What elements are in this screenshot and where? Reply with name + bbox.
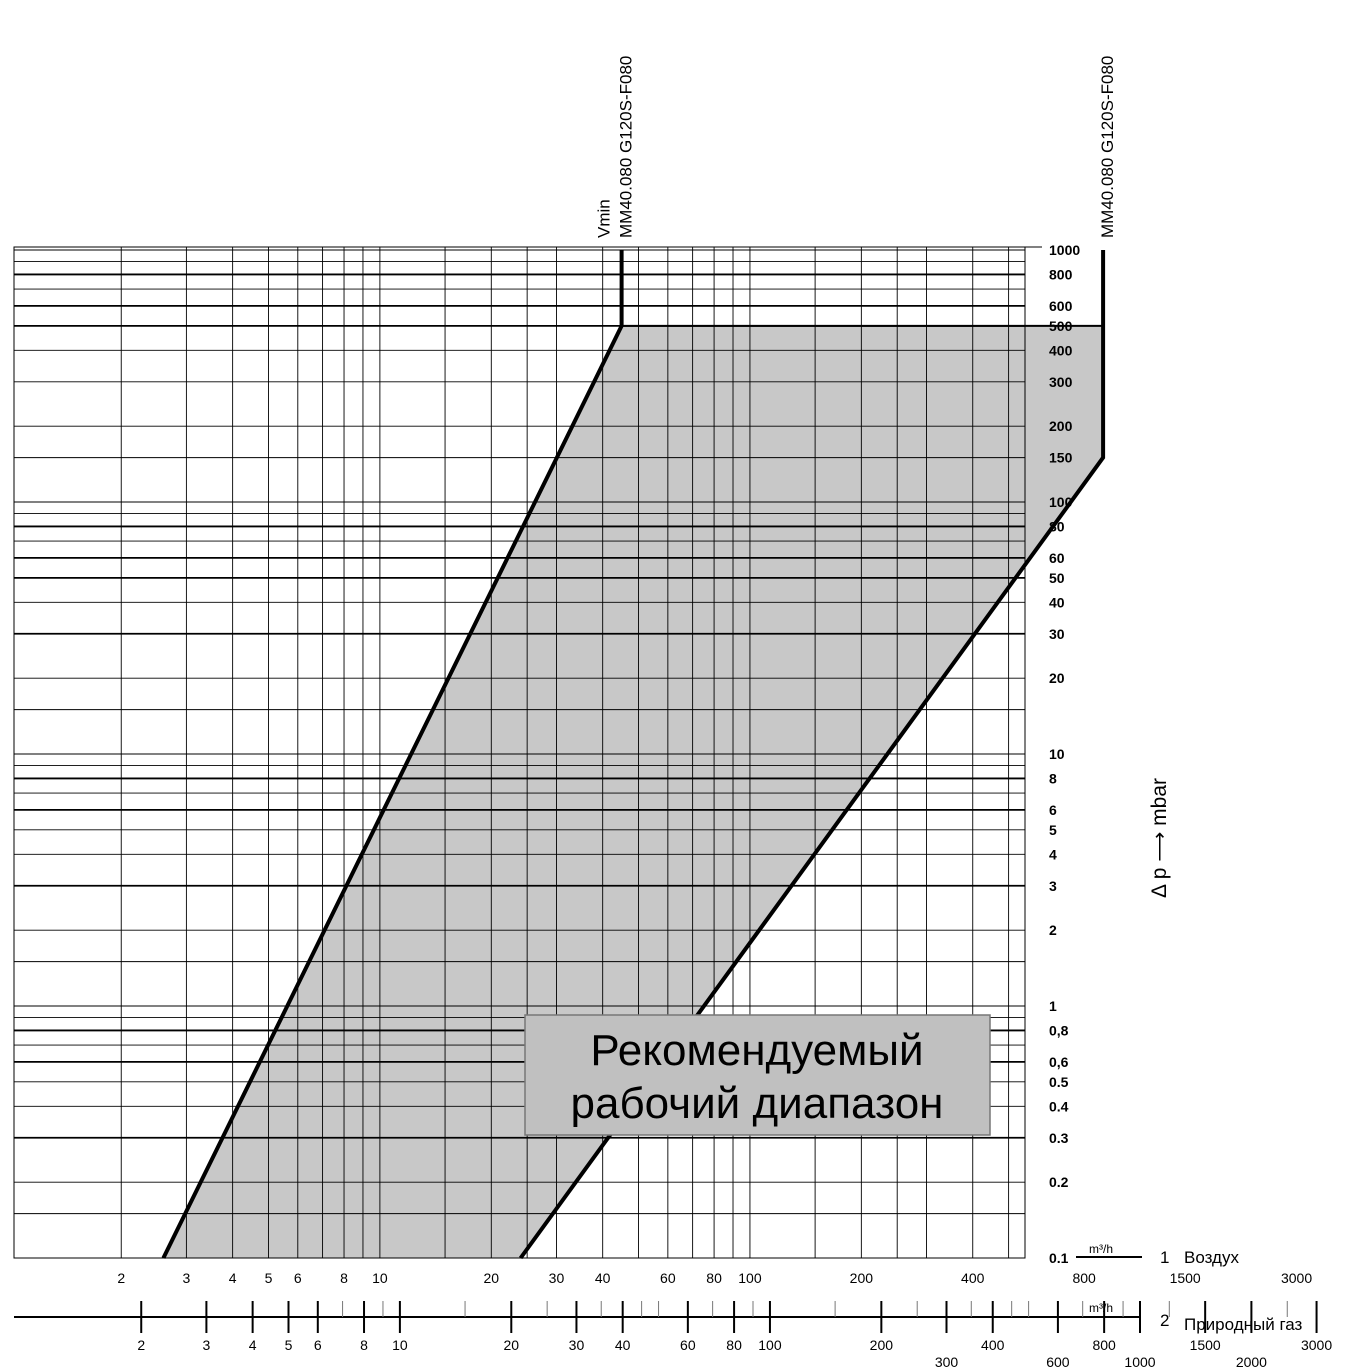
y-tick-label: 600 — [1049, 298, 1073, 314]
y-tick-label: 0.2 — [1049, 1174, 1069, 1190]
air-tick-label: 4 — [229, 1270, 237, 1286]
air-tick-label: 80 — [706, 1270, 722, 1286]
y-tick-label: 300 — [1049, 374, 1073, 390]
y-tick-label: 0,8 — [1049, 1022, 1069, 1038]
y-tick-label: 20 — [1049, 670, 1065, 686]
operating-range-region — [163, 325, 1104, 1258]
vertical-label: Vmin — [595, 199, 614, 238]
gas-tick-label: 3000 — [1301, 1337, 1332, 1353]
gas-tick-label: 400 — [981, 1337, 1005, 1353]
y-tick-label: 5 — [1049, 822, 1057, 838]
y-tick-label: 0,6 — [1049, 1054, 1069, 1070]
air-tick-label: 6 — [294, 1270, 302, 1286]
y-tick-label: 200 — [1049, 418, 1073, 434]
y-tick-label: 500 — [1049, 318, 1073, 334]
gas-axis-number: 2 — [1160, 1311, 1169, 1330]
y-tick-label: 8 — [1049, 770, 1057, 786]
gas-tick-label: 10 — [392, 1337, 408, 1353]
air-axis-number: 1 — [1160, 1248, 1169, 1267]
vertical-labels: Vmin MM40.080 G120S-F080 MM40.080 G120S-F0… — [595, 56, 1117, 238]
air-tick-label: 8 — [340, 1270, 348, 1286]
air-tick-label: 3000 — [1281, 1270, 1312, 1286]
y-axis-ticks: 1000800600500400300200150100806050403020… — [1049, 242, 1080, 1266]
y-tick-label: 10 — [1049, 746, 1065, 762]
air-tick-label: 60 — [660, 1270, 676, 1286]
limit-lines — [161, 250, 1106, 1260]
gas-tick-label: 5 — [285, 1337, 293, 1353]
y-tick-label: 1 — [1049, 998, 1057, 1014]
y-tick-label: 60 — [1049, 550, 1065, 566]
gas-tick-label: 300 — [935, 1354, 959, 1370]
air-tick-label: 100 — [738, 1270, 762, 1286]
gas-tick-label: 80 — [726, 1337, 742, 1353]
gas-tick-label: 2000 — [1236, 1354, 1267, 1370]
range-label-line: Рекомендуемый — [590, 1026, 923, 1075]
y-tick-label: 0.5 — [1049, 1074, 1069, 1090]
limit-line-1 — [161, 250, 624, 1259]
air-tick-label: 20 — [483, 1270, 499, 1286]
y-tick-label: 50 — [1049, 570, 1065, 586]
y-axis-label: Δ p ⟶ mbar — [1148, 778, 1171, 898]
gas-tick-label: 30 — [569, 1337, 585, 1353]
air-tick-label: 3 — [182, 1270, 190, 1286]
x-axis-air: 2345681020304060801002004008001500300050… — [117, 1242, 1312, 1286]
limit-line-2 — [518, 250, 1106, 1260]
air-tick-label: 2 — [117, 1270, 125, 1286]
range-label-background — [524, 1014, 991, 1136]
vertical-label: MM40.080 G120S-F080 — [1098, 56, 1117, 238]
y-tick-label: 150 — [1049, 450, 1073, 466]
air-tick-label: 30 — [549, 1270, 565, 1286]
vertical-label: MM40.080 G120S-F080 — [617, 56, 636, 238]
y-tick-label: 80 — [1049, 518, 1065, 534]
gas-tick-label: 1500 — [1190, 1337, 1221, 1353]
gas-tick-label: 3 — [202, 1337, 210, 1353]
gas-tick-label: 200 — [870, 1337, 894, 1353]
air-tick-label: 10 — [372, 1270, 388, 1286]
y-tick-label: 3 — [1049, 878, 1057, 894]
gas-tick-label: 6 — [314, 1337, 322, 1353]
y-tick-label: 100 — [1049, 494, 1073, 510]
air-unit: m³/h — [1089, 1242, 1113, 1256]
range-label-line: рабочий диапазон — [571, 1079, 944, 1128]
gas-tick-label: 600 — [1046, 1354, 1070, 1370]
air-tick-label: 5 — [265, 1270, 273, 1286]
gas-tick-label: 60 — [680, 1337, 696, 1353]
air-tick-label: 40 — [595, 1270, 611, 1286]
gas-tick-label: 800 — [1092, 1337, 1116, 1353]
air-tick-label: 400 — [961, 1270, 985, 1286]
y-tick-label: 400 — [1049, 342, 1073, 358]
gas-tick-label: 4 — [249, 1337, 257, 1353]
y-tick-label: 4 — [1049, 846, 1057, 862]
gas-unit: m³/h — [1089, 1301, 1113, 1315]
operating-range-fill — [163, 325, 1104, 1258]
gas-tick-label: 1000 — [1124, 1354, 1155, 1370]
gas-tick-label: 20 — [503, 1337, 519, 1353]
y-tick-label: 0.3 — [1049, 1130, 1069, 1146]
y-tick-label: 0.1 — [1049, 1250, 1069, 1266]
gas-axis-name: Природный газ — [1184, 1315, 1303, 1334]
air-tick-label: 1500 — [1170, 1270, 1201, 1286]
gas-tick-label: 2 — [137, 1337, 145, 1353]
gas-tick-label: 40 — [615, 1337, 631, 1353]
air-tick-label: 800 — [1072, 1270, 1096, 1286]
y-tick-label: 6 — [1049, 802, 1057, 818]
y-tick-label: 40 — [1049, 594, 1065, 610]
y-tick-label: 30 — [1049, 626, 1065, 642]
plot-frame — [13, 246, 1026, 1259]
gas-tick-label: 8 — [360, 1337, 368, 1353]
air-tick-label: 200 — [850, 1270, 874, 1286]
air-axis-name: Воздух — [1184, 1248, 1239, 1267]
gas-tick-label: 100 — [758, 1337, 782, 1353]
y-tick-label: 0.4 — [1049, 1098, 1069, 1114]
y-tick-label: 800 — [1049, 266, 1073, 282]
y-tick-label: 2 — [1049, 922, 1057, 938]
x-axis-natural-gas: 2 3 4 5 6 8 10 20 30 40 60 80 100 200 300 400 600 800 1000… — [14, 1301, 1332, 1370]
y-tick-label: 1000 — [1049, 242, 1080, 258]
